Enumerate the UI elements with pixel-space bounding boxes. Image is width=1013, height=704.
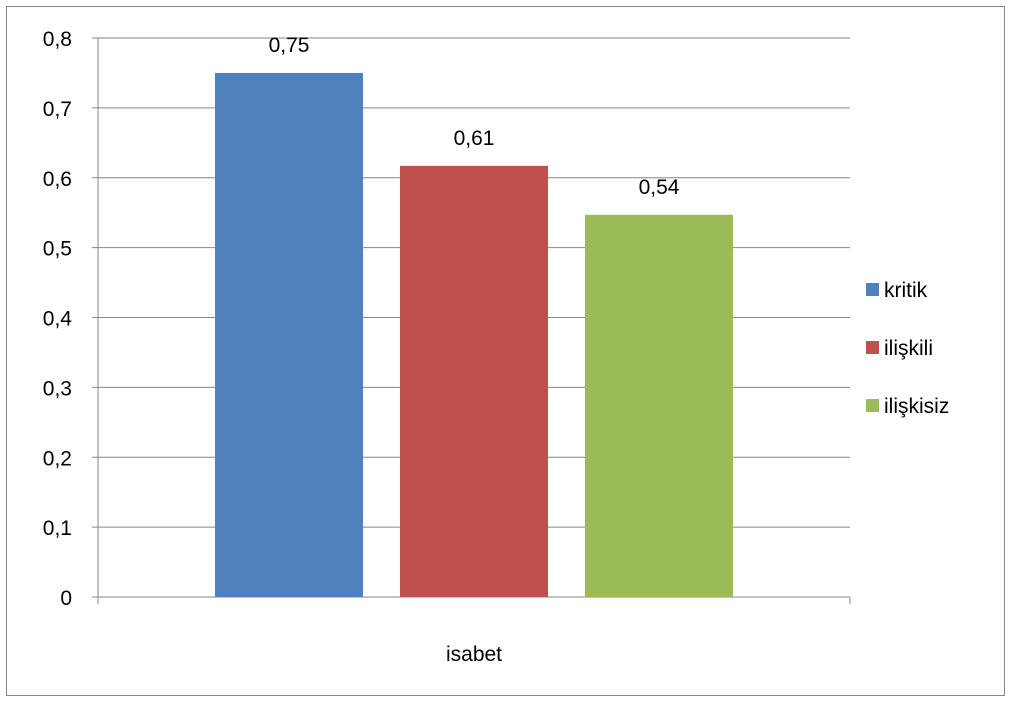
bar-3 bbox=[585, 214, 733, 597]
data-labels: 0,75 0,61 0,54 bbox=[269, 34, 680, 199]
x-axis-categories: isabet bbox=[446, 643, 502, 666]
y-tick-label: 0,3 bbox=[43, 377, 72, 400]
y-tick-label: 0,1 bbox=[43, 517, 72, 540]
category-label: isabet bbox=[446, 643, 502, 666]
y-tick-label: 0,5 bbox=[43, 238, 72, 261]
y-tick-label: 0,7 bbox=[43, 98, 72, 121]
data-label: 0,54 bbox=[639, 176, 680, 199]
bar-2 bbox=[400, 165, 548, 597]
legend: kritik ilişkili ilişkisiz bbox=[866, 279, 949, 418]
y-tick-label: 0,6 bbox=[43, 168, 72, 191]
y-tick-label: 0,2 bbox=[43, 447, 72, 470]
legend-swatch bbox=[866, 283, 879, 296]
legend-swatch bbox=[866, 399, 879, 412]
y-tick-label: 0,8 bbox=[43, 28, 72, 51]
bar-1 bbox=[215, 72, 363, 597]
legend-label: ilişkisiz bbox=[884, 395, 949, 418]
data-label: 0,75 bbox=[269, 34, 310, 57]
data-label: 0,61 bbox=[454, 127, 495, 150]
legend-label: ilişkili bbox=[884, 337, 933, 360]
legend-label: kritik bbox=[884, 279, 928, 302]
y-tick-label: 0 bbox=[60, 587, 72, 610]
legend-swatch bbox=[866, 341, 879, 354]
bars bbox=[215, 72, 733, 597]
y-tick-label: 0,4 bbox=[43, 308, 73, 331]
